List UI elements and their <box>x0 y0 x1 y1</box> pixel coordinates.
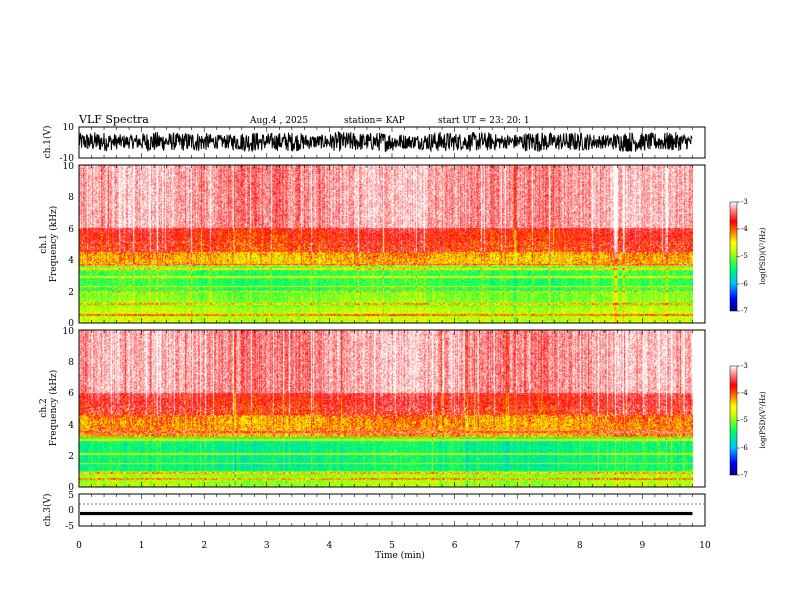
ch1-cb-tick-m6: -6 <box>741 280 748 288</box>
time-tick-label: 7 <box>514 541 520 551</box>
ch1-spectrogram-image <box>79 165 693 323</box>
ch1-ytick-0: 0 <box>68 319 74 329</box>
ch2-ytick-2: 2 <box>68 452 74 462</box>
ch1-ytick-8: 8 <box>68 193 74 203</box>
ch1-waveform-trace <box>78 131 693 153</box>
time-tick-label: 5 <box>389 541 395 551</box>
ch2-ytick-10: 10 <box>63 327 75 337</box>
station-label: station= KAP <box>344 116 405 126</box>
ch1-cb-tick-m3: -3 <box>741 198 748 206</box>
ch1-cb-tick-m5: -5 <box>741 252 748 260</box>
time-tick-label: 10 <box>699 541 711 551</box>
ch2-ytick-4: 4 <box>68 421 74 431</box>
ch1-ytick-top: 10 <box>63 123 75 133</box>
ch1-cb-tick-m7: -7 <box>741 307 748 315</box>
ch2-cb-tick-m5: -5 <box>741 416 748 424</box>
ch2-spectrogram-ticks <box>78 330 706 487</box>
ch2-colorbar: -3 -4 -5 -6 -7 log(PSD)(V²/Hz) <box>729 362 767 479</box>
ch2-spectrogram-panel: 0 2 4 6 8 10 ch.2 Frequency (kHz) <box>39 327 706 493</box>
ch2-ytick-8: 8 <box>68 358 74 368</box>
time-tick-label: 9 <box>640 541 646 551</box>
ch1-frequency-label: Frequency (kHz) <box>48 206 59 283</box>
ch2-cb-tick-m3: -3 <box>741 362 748 370</box>
ch2-channel-label: ch.2 <box>39 398 49 417</box>
ch3-ytick-5: 5 <box>68 491 74 501</box>
ch1-channel-label: ch.1 <box>39 234 49 253</box>
ch3-waveform-panel: 5 0 -5 ch.3(V) <box>42 491 706 532</box>
ch1-ytick-4: 4 <box>68 256 74 266</box>
ch3-ylabel: ch.3(V) <box>42 494 53 527</box>
ch3-waveform-trace <box>80 511 693 516</box>
time-tick-label: 3 <box>264 541 270 551</box>
ch1-spectrogram-ticks <box>78 165 706 323</box>
ch3-time-ticks <box>78 494 706 526</box>
time-tick-label: 4 <box>327 541 333 551</box>
ch2-cb-tick-m7: -7 <box>741 471 748 479</box>
date-label: Aug.4 , 2025 <box>249 116 308 126</box>
time-axis-labels: 0 1 2 3 4 5 6 7 8 9 10 <box>76 541 711 551</box>
time-tick-label: 0 <box>76 541 82 551</box>
ch1-colorbar: -3 -4 -5 -6 -7 log(PSD)(V²/Hz) <box>729 198 767 315</box>
ch2-frequency-label: Frequency (kHz) <box>48 370 59 447</box>
time-tick-label: 8 <box>577 541 583 551</box>
ch1-ytick-6: 6 <box>68 225 74 235</box>
ch2-ytick-0: 0 <box>68 483 74 493</box>
ch1-ytick-2: 2 <box>68 288 74 298</box>
ch1-time-ticks <box>78 127 706 158</box>
ch1-waveform-panel: 10 -10 ch.1(V) <box>42 123 706 164</box>
ch1-cb-label: log(PSD)(V²/Hz) <box>759 227 767 284</box>
ch2-spectrogram-image <box>79 330 693 487</box>
ch1-spectrogram-panel: 0 2 4 6 8 10 ch.1 Frequency (kHz) <box>39 162 706 329</box>
figure-title: VLF Spectra <box>78 113 149 126</box>
time-axis-title: Time (min) <box>375 550 425 561</box>
ch1-ylabel: ch.1(V) <box>42 126 53 159</box>
ch2-cb-tick-m6: -6 <box>741 444 748 452</box>
ch2-ytick-6: 6 <box>68 389 74 399</box>
ch3-ytick-m5: -5 <box>65 522 74 532</box>
time-tick-label: 2 <box>201 541 207 551</box>
ch2-cb-label: log(PSD)(V²/Hz) <box>759 391 767 448</box>
time-tick-label: 1 <box>139 541 145 551</box>
start-time-label: start UT = 23: 20: 1 <box>438 116 530 126</box>
ch1-ytick-bottom: -10 <box>60 154 75 164</box>
ch3-ytick-0: 0 <box>68 506 74 516</box>
ch1-ytick-10: 10 <box>63 162 75 172</box>
time-tick-label: 6 <box>452 541 458 551</box>
ch2-cb-tick-m4: -4 <box>741 389 748 397</box>
ch1-cb-tick-m4: -4 <box>741 225 748 233</box>
